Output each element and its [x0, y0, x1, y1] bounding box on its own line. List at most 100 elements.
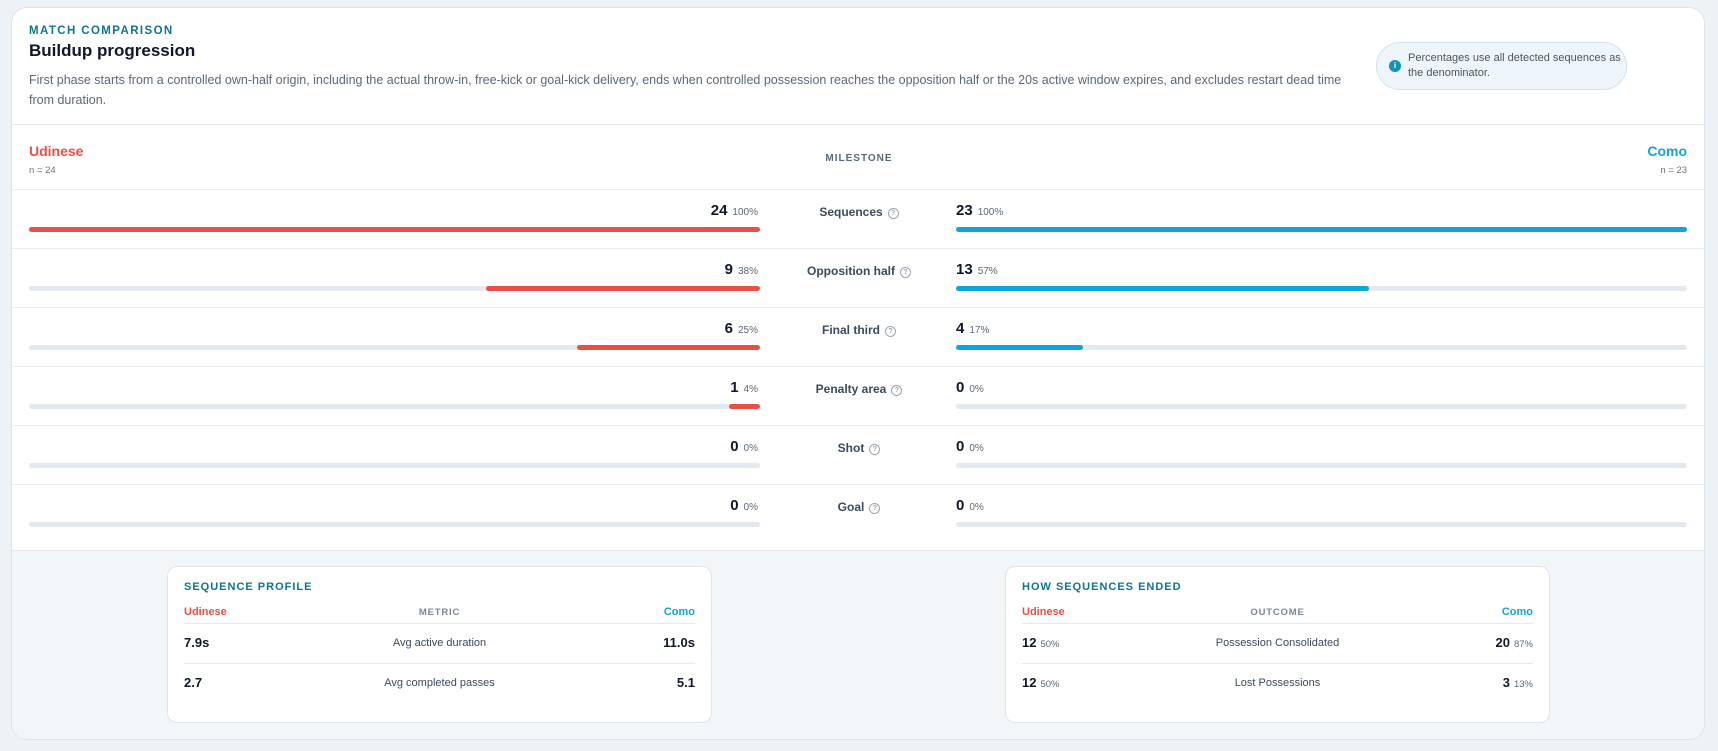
- left-bar-track: [29, 227, 760, 232]
- left-value: 0: [730, 497, 739, 514]
- left-percent: 4%: [743, 384, 758, 395]
- right-percent: 0%: [969, 443, 984, 454]
- panel-title: SEQUENCE PROFILE: [184, 581, 313, 593]
- info-note: i Percentages use all detected sequences…: [1376, 42, 1627, 90]
- right-bar-fill: [956, 345, 1084, 350]
- right-value: 0: [956, 379, 965, 396]
- milestone-row: 24 100% Sequences? 23 100%: [12, 189, 1704, 248]
- left-bar-track: [29, 404, 760, 409]
- left-bar-track: [29, 522, 760, 527]
- info-note-text: Percentages use all detected sequences a…: [1408, 52, 1621, 79]
- left-percent: 0%: [743, 443, 758, 454]
- right-value: 20: [1495, 635, 1510, 650]
- milestone-row: 9 38% Opposition half? 13 57%: [12, 248, 1704, 307]
- left-bar-fill: [29, 227, 760, 232]
- team-left-name: Udinese: [29, 143, 84, 159]
- outcome-label: Lost Possessions: [1234, 677, 1321, 689]
- section-eyebrow: MATCH COMPARISON: [29, 25, 174, 37]
- table-row: 12 50% Lost Possessions 3 13%: [1022, 664, 1533, 703]
- panel-title: HOW SEQUENCES ENDED: [1022, 581, 1182, 593]
- right-bar-fill: [956, 227, 1687, 232]
- outcome-label: Possession Consolidated: [1215, 637, 1340, 649]
- left-value: 12: [1022, 675, 1037, 690]
- buildup-progression-card: MATCH COMPARISON Buildup progression Fir…: [11, 7, 1705, 740]
- panel-header-right: Como: [663, 606, 695, 618]
- right-percent: 0%: [969, 502, 984, 513]
- left-value: 24: [710, 202, 728, 219]
- right-value: 0: [956, 497, 965, 514]
- right-value: 11.0s: [663, 635, 695, 650]
- right-value: 3: [1502, 675, 1510, 690]
- panel-header-left: Udinese: [184, 606, 227, 618]
- panel-header-center: METRIC: [418, 607, 461, 618]
- team-left-count: n = 24: [29, 165, 56, 176]
- milestone-row: 1 4% Penalty area? 0 0%: [12, 366, 1704, 425]
- left-percent: 100%: [732, 207, 758, 218]
- card-header: MATCH COMPARISON Buildup progression Fir…: [12, 8, 1704, 125]
- panel-header-row: Udinese OUTCOME Como: [1022, 606, 1533, 624]
- right-bar-track: [956, 404, 1687, 409]
- right-value: 0: [956, 438, 965, 455]
- milestone-label: Penalty area: [815, 382, 887, 396]
- help-icon[interactable]: ?: [869, 503, 881, 514]
- right-bar-track: [956, 286, 1687, 291]
- help-icon[interactable]: ?: [885, 326, 896, 337]
- team-right-count: n = 23: [1660, 165, 1687, 176]
- table-row: 12 50% Possession Consolidated 20 87%: [1022, 624, 1533, 664]
- milestone-row: 0 0% Goal? 0 0%: [12, 484, 1704, 543]
- milestone-row: 0 0% Shot? 0 0%: [12, 425, 1704, 484]
- right-bar-track: [956, 227, 1687, 232]
- right-bar-track: [956, 463, 1687, 468]
- team-right-name: Como: [1647, 143, 1687, 159]
- right-percent: 87%: [1513, 639, 1533, 650]
- left-percent: 50%: [1040, 639, 1060, 650]
- milestone-label: Sequences: [819, 205, 883, 219]
- right-bar-track: [956, 522, 1687, 527]
- left-value: 2.7: [184, 675, 203, 690]
- panel-header-row: Udinese METRIC Como: [184, 606, 695, 624]
- sequence-profile-panel: SEQUENCE PROFILE Udinese METRIC Como 7.9…: [167, 566, 712, 723]
- table-row: 2.7 Avg completed passes 5.1: [184, 664, 695, 703]
- right-value: 13: [956, 261, 973, 278]
- left-bar-track: [29, 463, 760, 468]
- right-percent: 13%: [1513, 679, 1533, 690]
- info-icon: i: [1389, 60, 1401, 72]
- milestone-row: 6 25% Final third? 4 17%: [12, 307, 1704, 366]
- left-value: 12: [1022, 635, 1037, 650]
- milestone-rows: 24 100% Sequences? 23 100% 9 38% Opposition…: [12, 189, 1704, 543]
- right-value: 4: [956, 320, 965, 337]
- right-percent: 100%: [977, 207, 1004, 218]
- page-description: First phase starts from a controlled own…: [29, 73, 1342, 107]
- left-bar-track: [29, 286, 760, 291]
- panel-header-center: OUTCOME: [1250, 607, 1305, 618]
- left-percent: 25%: [737, 325, 758, 336]
- panel-header-right: Como: [1501, 606, 1533, 618]
- milestone-label: Goal: [837, 500, 865, 514]
- left-value: 0: [730, 438, 739, 455]
- left-bar-fill: [577, 345, 760, 350]
- page-title: Buildup progression: [29, 41, 196, 60]
- sequence-endings-panel: HOW SEQUENCES ENDED Udinese OUTCOME Como…: [1005, 566, 1550, 723]
- left-value: 6: [724, 320, 733, 337]
- left-value: 7.9s: [184, 635, 210, 650]
- right-bar-track: [956, 345, 1687, 350]
- help-icon[interactable]: ?: [869, 444, 881, 455]
- left-bar-fill: [729, 404, 760, 409]
- panel-header-left: Udinese: [1022, 606, 1065, 618]
- right-percent: 0%: [969, 384, 984, 395]
- metric-label: Avg completed passes: [384, 677, 495, 689]
- help-icon[interactable]: ?: [900, 267, 911, 278]
- milestone-label: Opposition half: [807, 264, 895, 278]
- help-icon[interactable]: ?: [891, 385, 903, 396]
- metric-label: Avg active duration: [392, 637, 487, 649]
- table-row: 7.9s Avg active duration 11.0s: [184, 624, 695, 664]
- left-value: 9: [724, 261, 733, 278]
- left-bar-fill: [485, 286, 760, 291]
- left-percent: 38%: [737, 266, 758, 277]
- right-value: 5.1: [676, 675, 695, 690]
- summary-section: SEQUENCE PROFILE Udinese METRIC Como 7.9…: [12, 550, 1704, 739]
- right-percent: 57%: [977, 266, 998, 277]
- help-icon[interactable]: ?: [887, 208, 899, 219]
- milestone-label: Shot: [837, 441, 865, 455]
- left-value: 1: [730, 379, 739, 396]
